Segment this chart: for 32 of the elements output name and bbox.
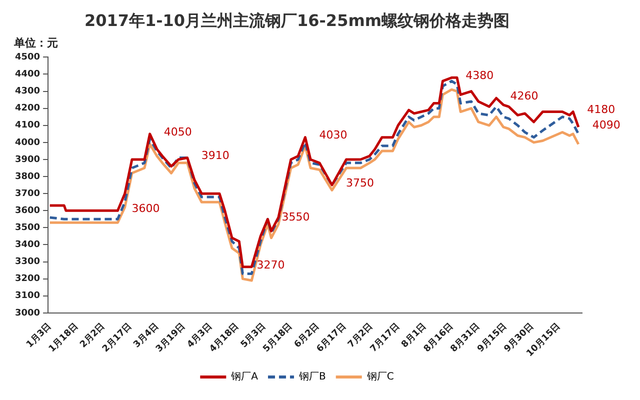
data-label: 4380 [466, 69, 494, 82]
y-tick-label: 4400 [14, 70, 40, 80]
data-label: 3270 [256, 258, 285, 272]
y-tick-label: 3800 [14, 172, 40, 182]
legend-label: 钢厂A [230, 372, 258, 383]
y-tick-label: 4300 [14, 86, 40, 97]
y-tick-label: 4000 [14, 138, 40, 148]
data-label: 4030 [319, 128, 348, 142]
data-label: 3910 [201, 149, 230, 162]
data-label: 4090 [592, 118, 620, 132]
legend-label: 钢厂C [366, 372, 394, 383]
data-label: 3550 [282, 210, 310, 224]
y-tick-label: 3100 [14, 291, 40, 302]
y-tick-label: 3000 [14, 308, 40, 318]
y-tick-label: 3600 [14, 206, 40, 216]
y-axis-title: 单位：元 [13, 36, 58, 50]
y-tick-label: 3400 [14, 240, 40, 250]
data-label: 4180 [587, 103, 616, 116]
data-label: 3750 [346, 176, 374, 190]
y-tick-label: 4200 [14, 104, 40, 114]
data-label: 4050 [164, 125, 192, 138]
y-tick-label: 4500 [14, 52, 40, 63]
y-tick-label: 4100 [14, 120, 40, 131]
chart-title: 2017年1-10月兰州主流钢厂16-25mm螺纹钢价格走势图 [84, 10, 510, 30]
legend-label: 钢厂B [298, 372, 326, 383]
y-tick-label: 3200 [14, 274, 40, 284]
y-tick-label: 3500 [14, 223, 40, 234]
y-tick-label: 3300 [14, 257, 40, 268]
data-label: 4260 [510, 89, 538, 102]
y-tick-label: 3900 [14, 154, 40, 165]
data-label: 3600 [132, 202, 160, 215]
y-tick-label: 3700 [14, 188, 40, 199]
